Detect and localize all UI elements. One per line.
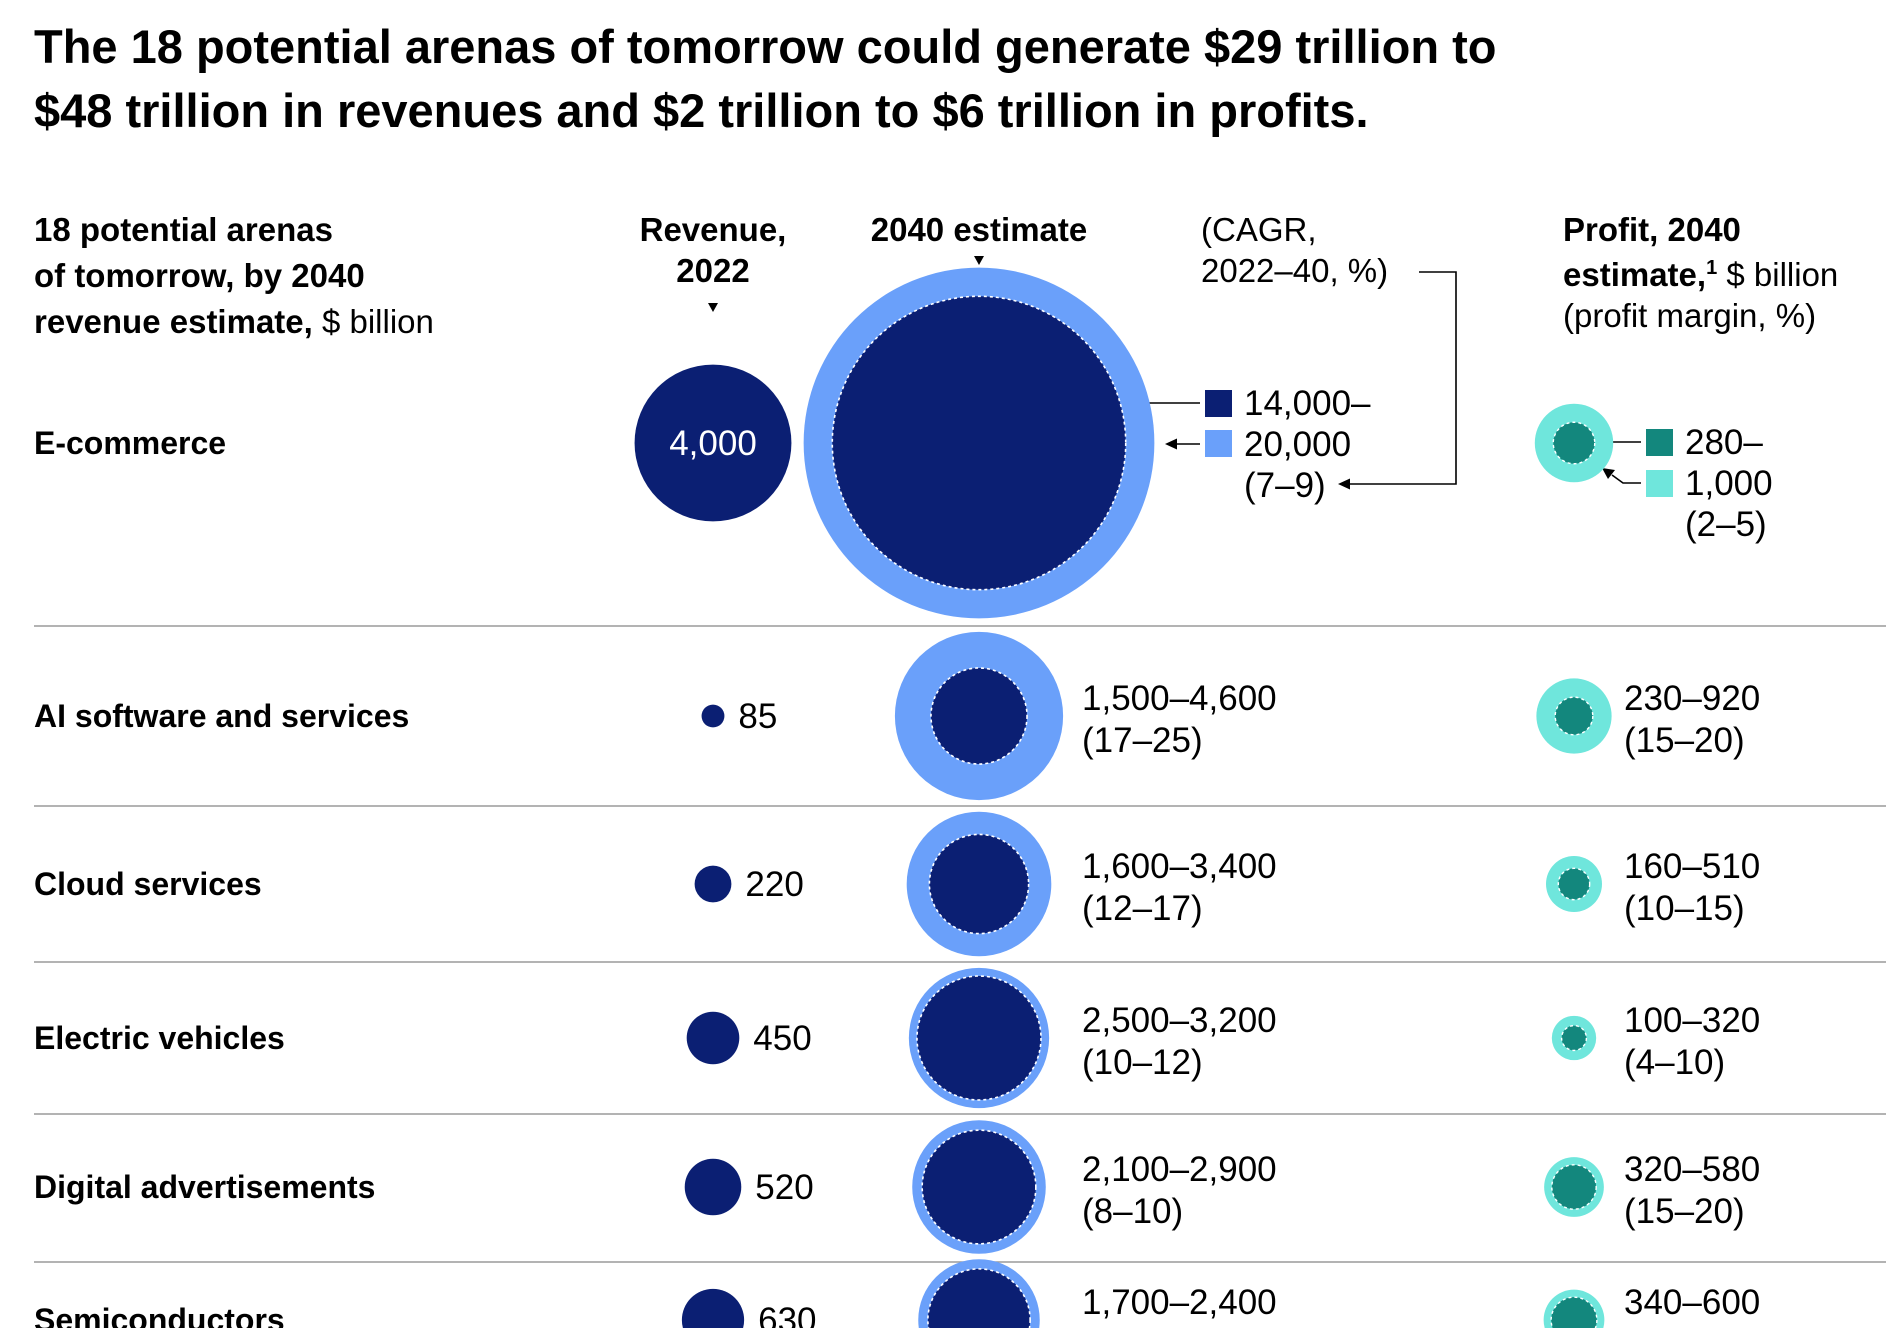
arena-rows: E-commerce 4,000 AI software and services 8… (34, 267, 1886, 1328)
revenue-2040-range-label: 2,100–2,900 (1082, 1150, 1277, 1189)
revenue-2022-header-marker (708, 303, 718, 312)
profit-high-label: 1,000 (1685, 464, 1773, 503)
arena-row-3: Electric vehicles 450 2,500–3,200(10–12) 10… (34, 967, 1760, 1109)
revenue-2040-high-swatch (1205, 430, 1232, 457)
arena-row-2: Cloud services 220 1,600–3,400(12–17) 160–5… (34, 811, 1760, 957)
revenue-2040-low-bubble (928, 833, 1030, 935)
profit-2040-low-bubble (1557, 867, 1591, 901)
arenas-header-bold: revenue estimate, (34, 303, 313, 340)
cagr-header-line-1: (CAGR, (1201, 211, 1317, 248)
profit-range-label: 230–920 (1624, 679, 1760, 718)
profit-range-label: 160–510 (1624, 847, 1760, 886)
revenue-2022-label: 85 (738, 697, 777, 736)
revenue-2040-range-label: 1,600–3,400 (1082, 847, 1277, 886)
revenue-cagr-label: (7–9) (1244, 466, 1326, 505)
chart-title-line-2: $48 trillion in revenues and $2 trillion… (34, 84, 1369, 137)
arena-name: Digital advertisements (34, 1169, 375, 1205)
arena-name: Semiconductors (34, 1302, 285, 1328)
profit-high-pointer (1611, 474, 1641, 484)
profit-margin-label: (4–10) (1624, 1043, 1725, 1082)
arena-row-5: Semiconductors 630 1,700–2,400 340–600 (34, 1259, 1760, 1328)
arena-name: Electric vehicles (34, 1020, 285, 1056)
revenue-2022-label: 520 (755, 1168, 813, 1207)
revenue-2022-bubble (701, 704, 725, 728)
arena-name: AI software and services (34, 698, 409, 734)
profit-header-line-2: estimate,1 $ billion (1563, 256, 1838, 293)
revenue-2022-label: 4,000 (669, 424, 757, 463)
revenue-2040-high-arrowhead (1165, 438, 1177, 450)
profit-header-line-1: Profit, 2040 (1563, 211, 1741, 248)
profit-range-label: 320–580 (1624, 1150, 1760, 1189)
profit-header-footnote: 1 (1706, 257, 1717, 279)
revenue-2022-label: 220 (745, 865, 803, 904)
revenue-2022-header-line-2: 2022 (676, 252, 749, 289)
ecommerce-legend: 14,000– 20,000 (7–9) 280– 1,000 (2–5) (1133, 384, 1773, 544)
profit-margin-label: (10–15) (1624, 889, 1745, 928)
revenue-2022-label: 630 (758, 1301, 816, 1328)
revenue-2040-low-bubble (927, 1268, 1031, 1328)
arenas-header-line-3: revenue estimate, $ billion (34, 303, 434, 340)
profit-header-bold: estimate, (1563, 256, 1706, 293)
estimate-2040-header: 2040 estimate (871, 211, 1087, 248)
profit-low-swatch (1646, 429, 1673, 456)
arena-name: Cloud services (34, 866, 262, 902)
arena-row-4: Digital advertisements 520 2,100–2,900(8–1… (34, 1120, 1760, 1254)
revenue-2022-bubble (686, 1011, 740, 1065)
profit-header-line-3: (profit margin, %) (1563, 297, 1816, 334)
profit-2040-low-bubble (1552, 421, 1596, 465)
revenue-2040-range-label: 1,700–2,400 (1082, 1283, 1277, 1322)
profit-2040-low-bubble (1560, 1024, 1588, 1052)
revenue-2040-high-label: 20,000 (1244, 425, 1351, 464)
revenue-cagr-label: (12–17) (1082, 889, 1203, 928)
estimate-2040-header-marker (974, 256, 984, 265)
profit-header-unit: $ billion (1717, 256, 1838, 293)
revenue-cagr-label: (10–12) (1082, 1043, 1203, 1082)
profit-margin-label: (15–20) (1624, 1192, 1745, 1231)
profit-range-label: 100–320 (1624, 1001, 1760, 1040)
revenue-2040-low-bubble (921, 1129, 1037, 1245)
profit-range-label: 340–600 (1624, 1283, 1760, 1322)
arena-row-0: E-commerce 4,000 (34, 267, 1614, 619)
arena-row-1: AI software and services 85 1,500–4,600(17… (34, 631, 1760, 801)
arena-name: E-commerce (34, 425, 226, 461)
revenue-2022-bubble (694, 865, 732, 903)
arenas-header-unit: $ billion (313, 303, 434, 340)
revenue-2040-low-swatch (1205, 390, 1232, 417)
profit-2040-low-bubble (1554, 696, 1594, 736)
chart-title-line-1: The 18 potential arenas of tomorrow coul… (34, 20, 1497, 73)
profit-low-label: 280– (1685, 423, 1763, 462)
profit-margin-label: (2–5) (1685, 505, 1767, 544)
cagr-header-line-2: 2022–40, %) (1201, 252, 1388, 289)
revenue-cagr-label: (17–25) (1082, 721, 1203, 760)
arenas-header-line-1: 18 potential arenas (34, 211, 333, 248)
arenas-header-line-2: of tomorrow, by 2040 (34, 257, 365, 294)
revenue-2022-bubble (634, 364, 792, 522)
profit-high-swatch (1646, 470, 1673, 497)
revenue-2040-range-label: 2,500–3,200 (1082, 1001, 1277, 1040)
profit-2040-low-bubble (1551, 1164, 1597, 1210)
profit-margin-label: (15–20) (1624, 721, 1745, 760)
revenue-2040-low-bubble (831, 295, 1127, 591)
revenue-2022-label: 450 (753, 1019, 811, 1058)
profit-high-arrowhead (1602, 468, 1615, 479)
revenue-2040-low-bubble (930, 667, 1028, 765)
profit-2040-low-bubble (1550, 1296, 1598, 1328)
cagr-connector-line (1350, 271, 1457, 485)
revenue-2040-range-label: 1,500–4,600 (1082, 679, 1277, 718)
revenue-cagr-label: (8–10) (1082, 1192, 1183, 1231)
revenue-2040-low-label: 14,000– (1244, 384, 1371, 423)
revenue-2022-header-line-1: Revenue, (640, 211, 787, 248)
revenue-2022-bubble (684, 1158, 742, 1216)
revenue-2022-bubble (681, 1288, 745, 1328)
revenue-2040-low-bubble (916, 975, 1042, 1101)
cagr-connector-arrowhead (1338, 478, 1350, 490)
